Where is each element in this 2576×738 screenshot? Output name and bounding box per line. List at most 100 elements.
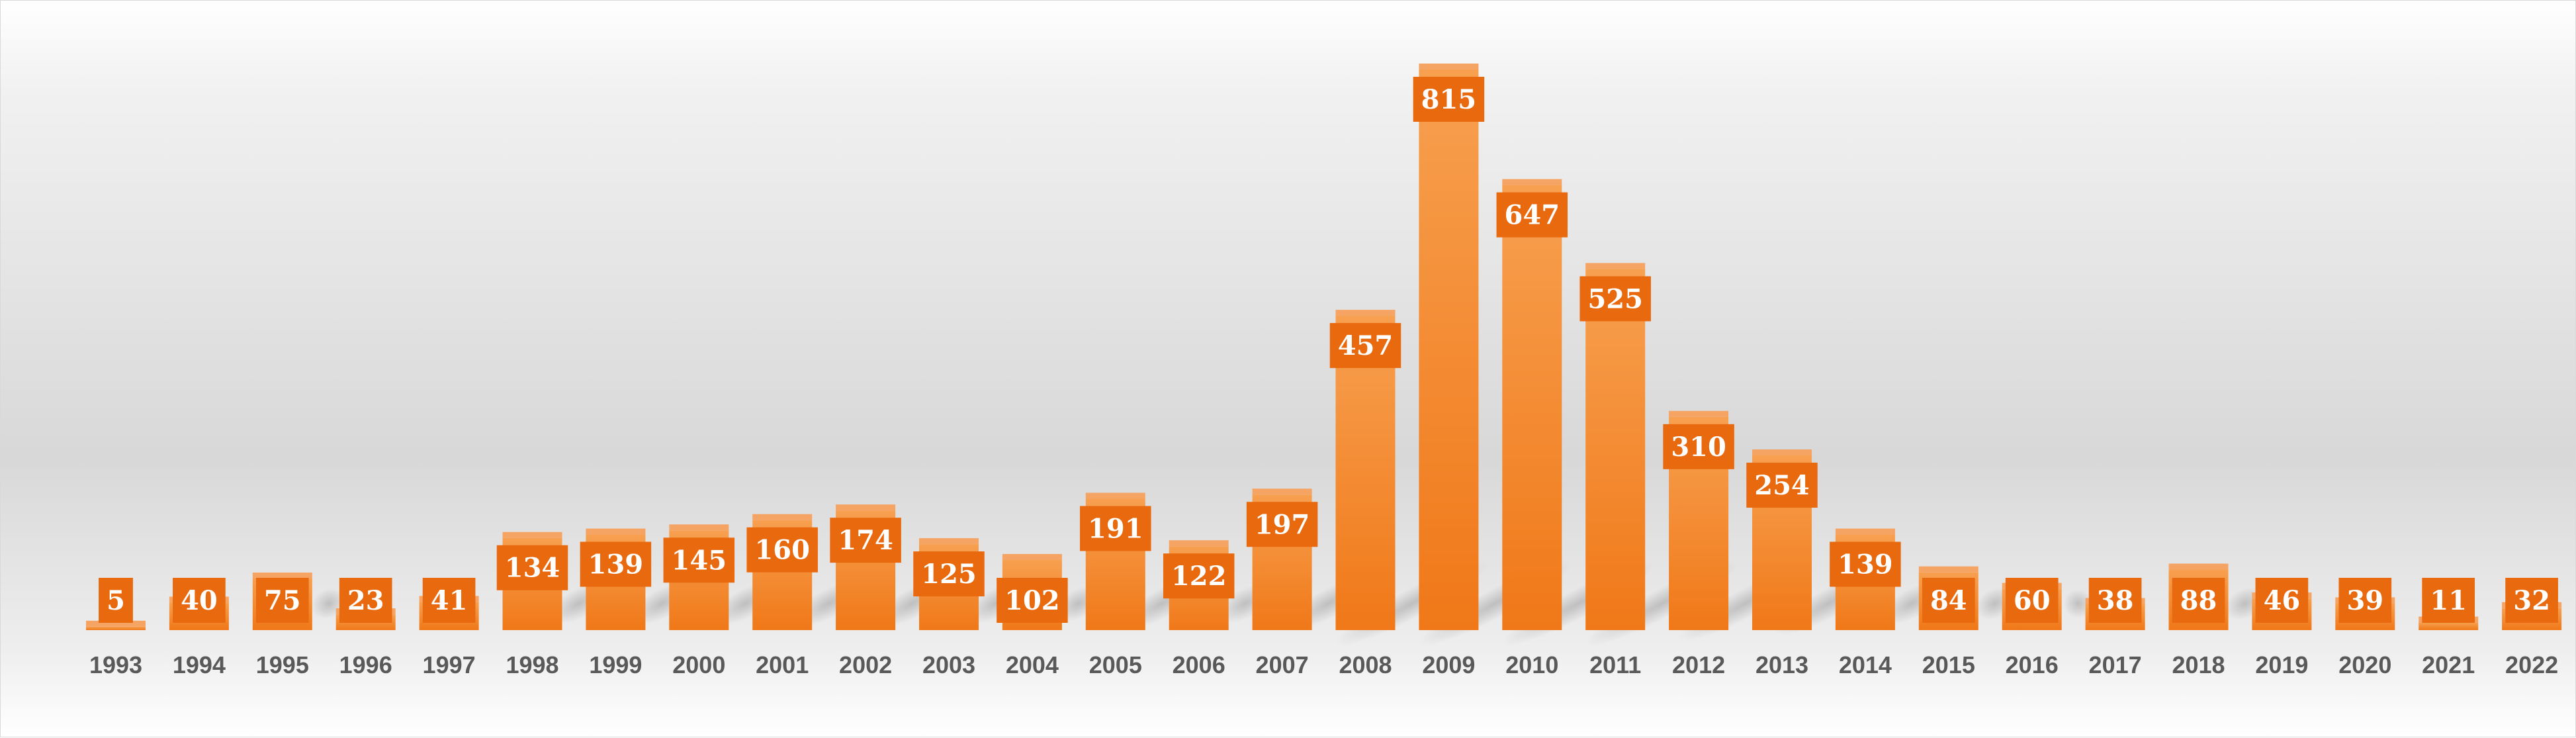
x-tick-2015: 2015: [1922, 651, 1975, 678]
data-label-2002: 174: [838, 525, 893, 556]
data-label-box-2008: [1329, 323, 1401, 369]
data-label-box-2003: [913, 551, 985, 597]
data-label-box-2014: [1830, 541, 1901, 587]
bar-cap-2010: [1502, 179, 1562, 185]
data-label-1993: 5: [107, 585, 125, 616]
data-label-2012: 310: [1671, 432, 1726, 463]
data-label-box-2012: [1663, 424, 1734, 469]
x-tick-1993: 1993: [89, 651, 142, 678]
x-tick-1996: 1996: [339, 651, 392, 678]
x-tick-2002: 2002: [839, 651, 892, 678]
data-label-2007: 197: [1255, 509, 1310, 540]
bar-cap-1995: [252, 573, 312, 579]
x-tick-1998: 1998: [506, 651, 558, 678]
bar-cap-1999: [586, 528, 646, 535]
data-label-box-2021: [2422, 578, 2475, 623]
x-tick-2017: 2017: [2089, 651, 2142, 678]
data-label-box-2013: [1746, 463, 1818, 508]
data-label-box-2017: [2088, 578, 2142, 623]
data-label-box-2016: [2005, 578, 2059, 623]
x-tick-2016: 2016: [2006, 651, 2059, 678]
x-tick-2009: 2009: [1422, 651, 1475, 678]
data-label-box-2004: [997, 578, 1068, 623]
data-label-box-1999: [580, 541, 652, 587]
data-label-box-2018: [2172, 578, 2225, 623]
data-label-2011: 525: [1587, 283, 1643, 314]
bar-cap-2015: [1918, 566, 1978, 573]
data-label-2015: 84: [1930, 585, 1967, 616]
data-label-box-2005: [1080, 506, 1151, 551]
data-label-2006: 122: [1171, 561, 1227, 592]
data-label-box-2015: [1922, 578, 1975, 623]
x-tick-1999: 1999: [589, 651, 642, 678]
x-axis-ticks: 1993 1994 1995 1996 1997 1998 1999 2000 2001 2002…: [89, 651, 2558, 678]
data-label-box-2020: [2338, 578, 2392, 623]
bar-cap-2005: [1085, 492, 1145, 499]
data-label-box-2007: [1246, 502, 1318, 547]
data-label-2016: 60: [2014, 585, 2051, 616]
data-label-2001: 160: [754, 535, 810, 566]
x-tick-2011: 2011: [1589, 651, 1641, 678]
bar-cap-2008: [1335, 310, 1396, 316]
data-label-2019: 46: [2264, 585, 2301, 616]
x-tick-2013: 2013: [1755, 651, 1808, 678]
bar-cap-2012: [1669, 410, 1729, 417]
bar-cap-2006: [1169, 540, 1229, 547]
data-label-2004: 102: [1004, 585, 1060, 616]
bar-cap-2018: [2168, 563, 2229, 570]
data-labels: 5 40 75 23 41 134 139 145 160 174 125 102 191 122 197 4…: [99, 77, 2558, 623]
data-label-box-2019: [2255, 578, 2309, 623]
x-tick-2020: 2020: [2338, 651, 2391, 678]
x-tick-2021: 2021: [2422, 651, 2475, 678]
data-label-box-1994: [173, 578, 226, 623]
x-tick-2001: 2001: [756, 651, 809, 678]
bar-cap-2004: [1002, 553, 1062, 560]
bar-2011: [1585, 269, 1646, 631]
data-label-2010: 647: [1505, 200, 1560, 231]
data-label-box-2001: [746, 527, 818, 573]
bar-cap-2014: [1835, 528, 1895, 535]
bar-cap-2011: [1585, 263, 1646, 269]
bar-2021: [2419, 622, 2479, 630]
x-tick-2000: 2000: [672, 651, 725, 678]
data-label-2018: 88: [2180, 585, 2217, 616]
data-label-2020: 39: [2346, 585, 2383, 616]
x-tick-2007: 2007: [1256, 651, 1309, 678]
bar-cap-2007: [1252, 488, 1312, 495]
data-label-2022: 32: [2513, 585, 2550, 616]
x-tick-2005: 2005: [1089, 651, 1142, 678]
data-label-box-1996: [339, 578, 392, 623]
x-tick-2010: 2010: [1505, 651, 1558, 678]
x-tick-1995: 1995: [256, 651, 309, 678]
data-label-box-2000: [663, 537, 735, 583]
x-tick-2008: 2008: [1339, 651, 1392, 678]
data-label-1999: 139: [588, 549, 644, 580]
bar-cap-1993: [86, 620, 146, 627]
bars: [86, 64, 2562, 631]
data-label-1996: 23: [347, 585, 384, 616]
data-label-box-1998: [496, 545, 568, 590]
bar-cap-2001: [752, 514, 813, 520]
x-tick-2003: 2003: [922, 651, 975, 678]
bar-2008: [1335, 316, 1396, 630]
data-label-box-2011: [1579, 276, 1651, 322]
data-label-2009: 815: [1421, 84, 1477, 115]
data-label-box-2009: [1413, 77, 1485, 122]
data-label-2008: 457: [1338, 330, 1394, 361]
bar-cap-2013: [1752, 449, 1812, 456]
bar-cap-1998: [502, 531, 562, 538]
data-label-box-1997: [422, 578, 476, 623]
x-tick-2006: 2006: [1173, 651, 1225, 678]
data-label-box-2010: [1496, 192, 1568, 238]
bar-1993: [86, 626, 146, 630]
data-label-2005: 191: [1088, 514, 1143, 545]
data-label-2014: 139: [1838, 549, 1893, 580]
data-label-2017: 38: [2097, 585, 2134, 616]
bar-cap-2000: [669, 524, 729, 531]
data-label-2000: 145: [672, 545, 727, 576]
data-label-2021: 11: [2430, 585, 2467, 616]
data-label-box-2006: [1163, 553, 1235, 599]
x-tick-1994: 1994: [173, 651, 226, 678]
